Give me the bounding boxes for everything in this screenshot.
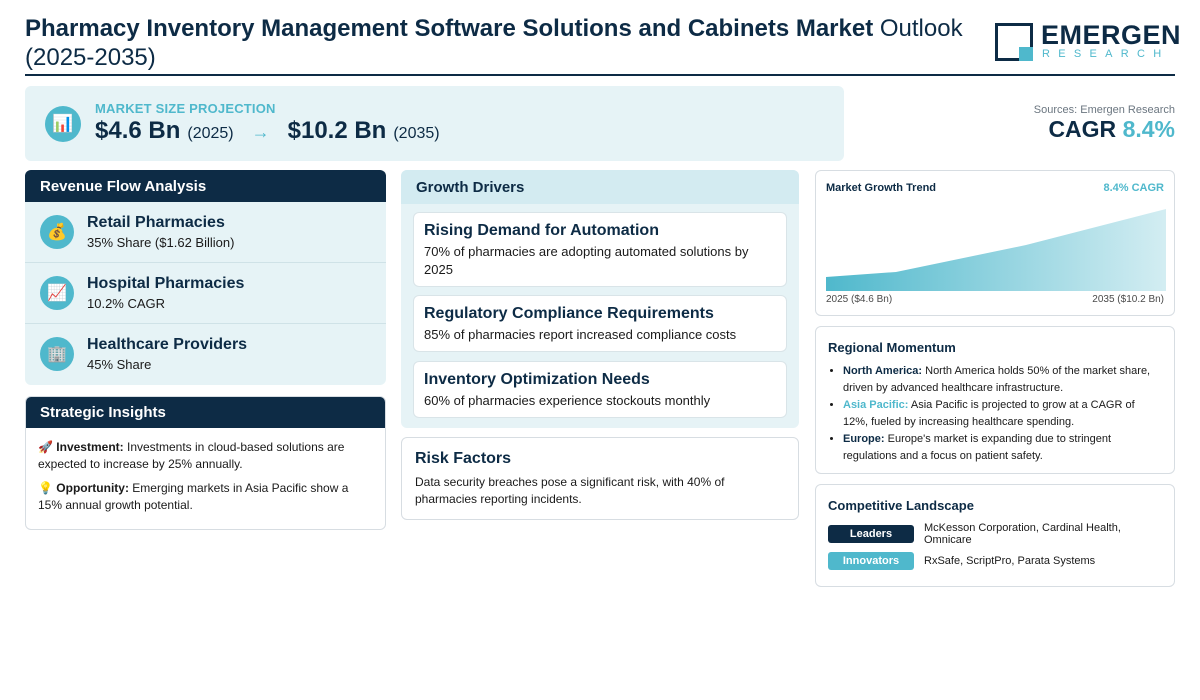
region-key: North America:: [843, 365, 923, 377]
investment-label: Investment:: [56, 440, 124, 454]
region-text: Asia Pacific is projected to grow at a C…: [843, 399, 1135, 428]
revenue-flow-panel: Revenue Flow Analysis 💰 Retail Pharmacie…: [25, 170, 386, 385]
trend-end-label: 2035 ($10.2 Bn): [1092, 294, 1164, 305]
risk-factors-text: Data security breaches pose a significan…: [415, 475, 725, 506]
revenue-item-sub: 35% Share ($1.62 Billion): [87, 235, 235, 250]
revenue-flow-title: Revenue Flow Analysis: [25, 170, 386, 202]
page-title: Pharmacy Inventory Management Software S…: [25, 14, 985, 72]
market-end-year: (2035): [393, 125, 440, 142]
competitive-landscape-title: Competitive Landscape: [828, 498, 974, 513]
region-item-asia-pacific: Asia Pacific: Asia Pacific is projected …: [843, 397, 1162, 431]
regional-momentum-panel: Regional Momentum North America: North A…: [815, 326, 1175, 474]
money-bag-icon: 💰: [40, 215, 74, 249]
revenue-item-hospital: 📈 Hospital Pharmacies 10.2% CAGR: [25, 263, 386, 324]
revenue-item-title: Hospital Pharmacies: [87, 275, 245, 292]
logo-name: EMERGEN: [1041, 20, 1182, 50]
market-start-year: (2025): [187, 125, 234, 142]
trend-start-label: 2025 ($4.6 Bn): [826, 294, 893, 305]
growth-drivers-title: Growth Drivers: [401, 170, 799, 204]
rocket-icon: 🚀: [38, 440, 53, 454]
trend-up-icon: 📈: [40, 276, 74, 310]
opportunity-insight: 💡 Opportunity: Emerging markets in Asia …: [38, 480, 373, 514]
cagr-label: CAGR: [1048, 116, 1117, 142]
title-bold: Pharmacy Inventory Management Software S…: [25, 15, 874, 42]
innovators-row: Innovators RxSafe, ScriptPro, Parata Sys…: [828, 552, 1162, 570]
region-text: Europe's market is expanding due to stri…: [843, 433, 1112, 462]
competitive-landscape-panel: Competitive Landscape Leaders McKesson C…: [815, 484, 1175, 587]
opportunity-label: Opportunity:: [56, 481, 129, 495]
trend-title: Market Growth Trend: [826, 182, 937, 194]
region-item-europe: Europe: Europe's market is expanding due…: [843, 431, 1162, 465]
growth-area-chart: [826, 209, 1166, 291]
market-end-value: $10.2 Bn: [287, 117, 387, 144]
emergen-logo: EMERGEN RESEARCH: [995, 21, 1181, 63]
innovators-list: RxSafe, ScriptPro, Parata Systems: [924, 555, 1096, 567]
bar-chart-icon: 📊: [45, 106, 81, 142]
strategic-insights-panel: Strategic Insights 🚀 Investment: Investm…: [25, 396, 386, 530]
market-size-values: $4.6 Bn (2025) → $10.2 Bn (2035): [95, 117, 440, 145]
leaders-list: McKesson Corporation, Cardinal Health, O…: [924, 522, 1121, 546]
market-growth-trend-panel: Market Growth Trend 8.4% CAGR 2025 ($4.6…: [815, 170, 1175, 316]
growth-driver-title: Inventory Optimization Needs: [424, 371, 650, 388]
title-rest: Outlook (2025-2035): [25, 15, 963, 71]
market-start-value: $4.6 Bn: [95, 117, 181, 144]
growth-driver-text: 85% of pharmacies report increased compl…: [424, 327, 737, 342]
building-icon: 🏢: [40, 337, 74, 371]
cagr-value: 8.4%: [1122, 116, 1175, 142]
revenue-item-title: Healthcare Providers: [87, 336, 248, 353]
region-key: Europe:: [843, 433, 885, 445]
growth-driver-title: Rising Demand for Automation: [424, 222, 659, 239]
growth-driver-card: Regulatory Compliance Requirements 85% o…: [413, 295, 787, 352]
market-size-label: MARKET SIZE PROJECTION: [95, 101, 276, 116]
market-size-banner: 📊 MARKET SIZE PROJECTION $4.6 Bn (2025) …: [25, 86, 844, 161]
investment-insight: 🚀 Investment: Investments in cloud-based…: [38, 439, 373, 473]
revenue-item-healthcare: 🏢 Healthcare Providers 45% Share: [25, 324, 386, 385]
growth-driver-card: Inventory Optimization Needs 60% of phar…: [413, 361, 787, 418]
cagr-headline: CAGR 8.4%: [1034, 116, 1175, 142]
growth-drivers-panel: Growth Drivers Rising Demand for Automat…: [401, 170, 799, 428]
risk-factors-panel: Risk Factors Data security breaches pose…: [401, 437, 799, 520]
leaders-row: Leaders McKesson Corporation, Cardinal H…: [828, 522, 1162, 546]
growth-area: [826, 209, 1166, 291]
growth-driver-title: Regulatory Compliance Requirements: [424, 305, 714, 322]
report-header: Pharmacy Inventory Management Software S…: [25, 14, 1181, 76]
region-key: Asia Pacific:: [843, 399, 909, 411]
revenue-item-title: Retail Pharmacies: [87, 214, 225, 231]
revenue-item-sub: 10.2% CAGR: [87, 296, 166, 311]
region-list: North America: North America holds 50% o…: [828, 363, 1162, 465]
innovators-tag: Innovators: [828, 552, 914, 570]
growth-driver-card: Rising Demand for Automation 70% of phar…: [413, 212, 787, 287]
leaders-tag: Leaders: [828, 525, 914, 543]
regional-momentum-title: Regional Momentum: [828, 340, 956, 355]
cagr-summary: Sources: Emergen Research CAGR 8.4%: [1034, 104, 1175, 142]
strategic-insights-body: 🚀 Investment: Investments in cloud-based…: [26, 428, 385, 514]
sources-text: Sources: Emergen Research: [1033, 104, 1175, 116]
strategic-insights-title: Strategic Insights: [26, 397, 385, 428]
opportunity-text: Emerging markets in Asia Pacific show a …: [38, 481, 349, 512]
logo-subtitle: RESEARCH: [1042, 48, 1170, 60]
revenue-item-retail: 💰 Retail Pharmacies 35% Share ($1.62 Bil…: [25, 202, 386, 263]
revenue-item-sub: 45% Share: [87, 357, 152, 372]
region-text: North America holds 50% of the market sh…: [843, 365, 1151, 394]
risk-factors-title: Risk Factors: [415, 450, 512, 467]
growth-driver-text: 60% of pharmacies experience stockouts m…: [424, 393, 711, 408]
investment-text: Investments in cloud-based solutions are…: [38, 440, 345, 471]
trend-cagr: 8.4% CAGR: [1103, 182, 1164, 194]
logo-mark-icon: [995, 23, 1033, 61]
arrow-right-icon: →: [251, 122, 270, 142]
lightbulb-icon: 💡: [38, 481, 53, 495]
growth-driver-text: 70% of pharmacies are adopting automated…: [424, 244, 749, 277]
region-item-north-america: North America: North America holds 50% o…: [843, 363, 1162, 397]
